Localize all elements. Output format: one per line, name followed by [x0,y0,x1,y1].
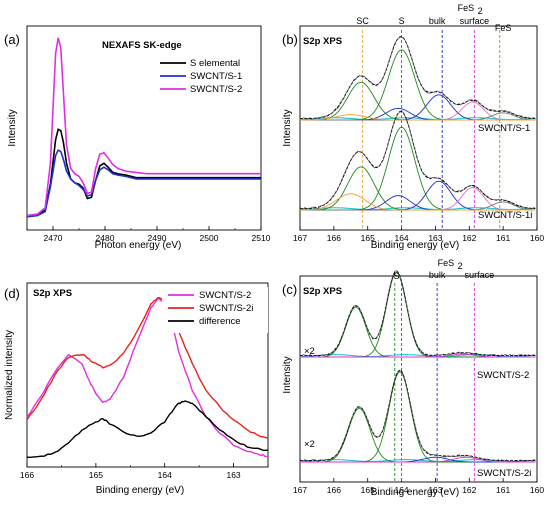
panel-c-fit-envelope [300,270,536,357]
panel-b-baseline [299,207,536,211]
panel-b-spectrum-label: SWCNT/S-1 [478,123,530,134]
panel-b: (b) S2p XPS Intensity Binding energy (eV… [282,3,544,251]
panel-d-x-tick-label: 163 [226,470,240,480]
panel-a-ylabel: Intensity [7,109,18,146]
panel-b-annotation: SC [356,16,369,26]
panel-c-x-tick-label: 162 [462,485,476,495]
panel-b-fit-envelope [299,110,536,210]
panel-b-annotation: FeS [458,3,475,13]
panel-b-x-tick-label: 163 [428,233,442,243]
panel-c-fit-component [300,353,536,358]
panel-c-label: (c) [282,282,297,297]
panel-d-series-swcnt-s-2i [26,296,269,439]
panel-c-multiplier-label: ×2 [304,346,315,357]
panel-c-fit-component [300,371,536,463]
panel-b-x-tick-label: 162 [462,233,476,243]
panel-b-x-tick-label: 160 [530,233,544,243]
panel-c-annotation: S [393,271,399,281]
panel-b-fit-component [299,193,536,211]
panel-a-title: NEXAFS SK-edge [102,40,182,51]
panel-b-annotation: FeS [495,23,512,33]
panel-c-fit-component [300,456,536,463]
panel-b-x-tick-label: 167 [293,233,307,243]
panel-a-series-s-elemental [26,128,261,217]
panel-b-baseline [299,117,536,121]
panel-d-title: S2p XPS [33,288,72,299]
panel-a-x-tick-label: 2480 [96,233,115,243]
panel-d-ylabel: Normalized intensity [4,330,15,420]
panel-a-x-tick-label: 2510 [252,233,271,243]
panel-c-fit-envelope [300,369,536,462]
panel-b-annotation: surface [460,16,490,26]
panel-a-xlabel: Photon energy (eV) [95,240,182,251]
panel-a: (a) NEXAFS SK-edge Intensity Photon ener… [4,25,271,251]
panel-d-legend-label: SWCNT/S-2i [199,303,253,314]
panel-b-xlabel: Binding energy (eV) [371,240,459,251]
panel-b-raw-data [299,36,536,120]
panel-b-x-tick-label: 166 [327,233,341,243]
panel-a-series-swcnt-s-1 [26,149,261,218]
panel-b-raw-data [299,109,536,210]
panel-a-legend-label: S elemental [190,58,240,69]
panel-c-annotation: FeS [438,258,455,268]
panel-c-x-tick-label: 167 [293,485,307,495]
panel-b-plot-frame [299,25,538,231]
panel-b-x-tick-label: 161 [496,233,510,243]
panel-a-label: (a) [4,32,20,47]
panel-c-x-tick-label: 166 [327,485,341,495]
panel-c-x-tick-label: 161 [496,485,510,495]
panel-d-x-tick-label: 165 [89,470,103,480]
panel-d-legend-label: SWCNT/S-2 [199,290,251,301]
panel-c-plot-frame [299,275,538,483]
panel-c-annotation-subscript: 2 [458,261,463,271]
panel-c-annotation: surface [465,270,495,280]
panel-c-ylabel: Intensity [282,356,293,393]
panel-c-title: S2p XPS [303,286,342,297]
panel-b-title: S2p XPS [303,36,342,47]
panel-c-x-tick-label: 160 [530,485,544,495]
panel-b-annotation-subscript: 2 [478,6,483,16]
panel-d-plot-frame [26,282,269,468]
panel-b-ylabel: Intensity [282,109,293,146]
panel-d-label: (d) [4,286,20,301]
panel-d: (d) S2p XPS Normalized intensity Binding… [4,282,269,496]
panel-a-x-tick-label: 2500 [200,233,219,243]
panel-a-legend-label: SWCNT/S-2 [190,84,242,95]
panel-c-raw-data [299,369,536,462]
panel-a-legend-label: SWCNT/S-1 [190,71,242,82]
panel-b-label: (b) [282,32,298,47]
panel-b-annotation: S [399,16,405,26]
panel-b-x-tick-label: 164 [394,233,408,243]
panel-b-annotation: bulk [429,16,446,26]
panel-c-multiplier-label: ×2 [304,439,315,450]
panel-a-series-swcnt-s-2 [26,37,261,217]
panel-c-raw-data [299,270,536,357]
panel-c: (c) S2p XPS Intensity Binding energy (eV… [282,258,544,498]
panel-d-x-tick-label: 166 [20,470,34,480]
panel-c-xlabel: Binding energy (eV) [371,487,459,498]
panel-d-x-tick-label: 164 [158,470,172,480]
panel-c-x-tick-label: 164 [394,485,408,495]
panel-a-x-tick-label: 2490 [148,233,167,243]
panel-b-x-tick-label: 165 [361,233,375,243]
panel-d-xlabel: Binding energy (eV) [96,485,184,496]
panel-a-plot-frame [26,25,262,231]
panel-b-fit-component [299,114,536,121]
panel-d-series-difference [26,400,269,459]
panel-c-x-tick-label: 165 [361,485,375,495]
panel-c-spectrum-label: SWCNT/S-2 [477,370,529,381]
panel-a-x-tick-label: 2470 [44,233,63,243]
panel-c-x-tick-label: 163 [428,485,442,495]
panel-d-series-swcnt-s-2 [26,297,269,458]
panel-d-legend-label: difference [199,316,241,327]
panel-c-spectrum-label: SWCNT/S-2i [477,468,531,479]
panel-c-annotation: bulk [429,270,446,280]
panel-b-spectrum-label: SWCNT/S-1i [478,210,532,221]
